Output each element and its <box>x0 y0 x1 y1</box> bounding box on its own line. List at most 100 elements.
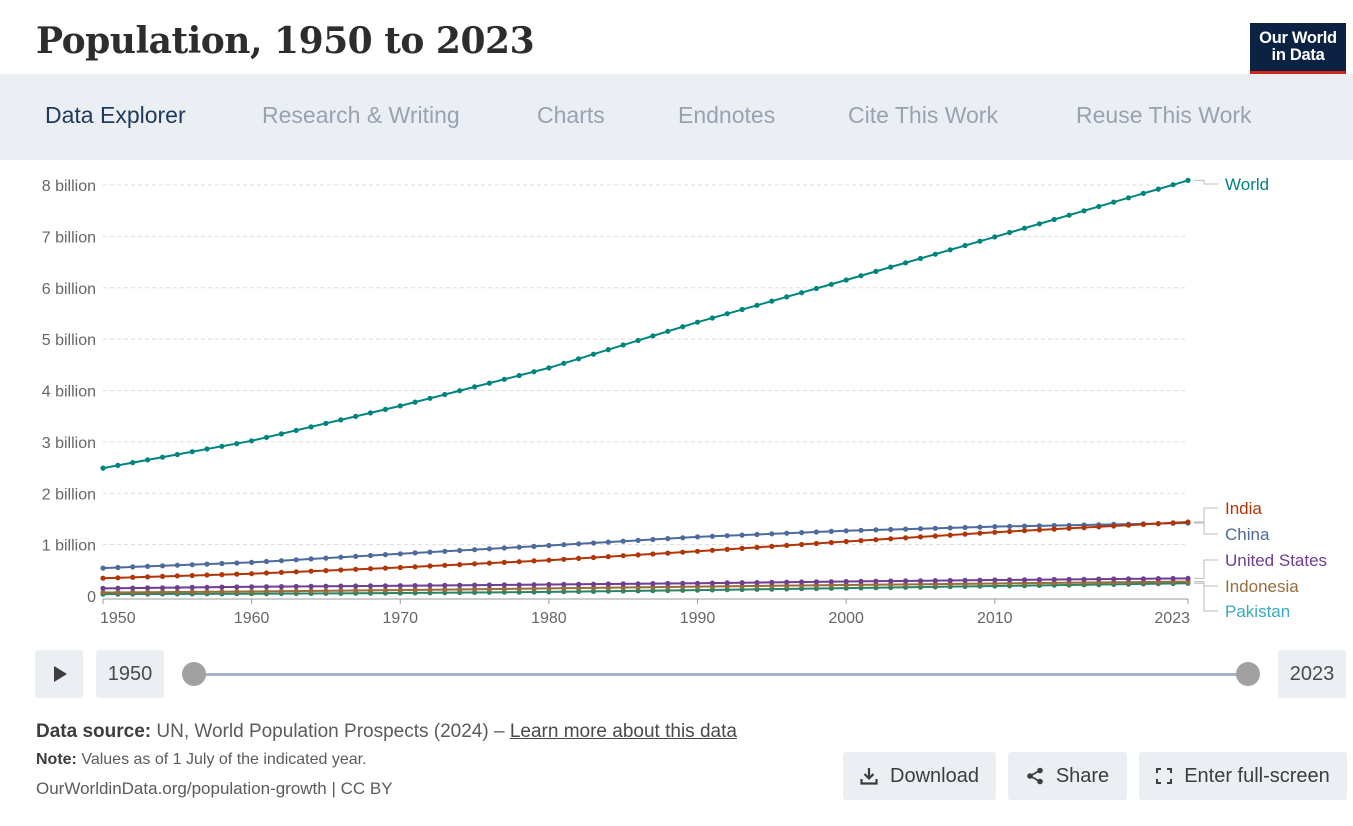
data-point <box>323 555 329 561</box>
x-tick-label: 2023 <box>1154 610 1190 627</box>
y-tick-label: 0 <box>87 589 96 606</box>
data-point <box>665 328 671 334</box>
tab-data-explorer[interactable]: Data Explorer <box>45 102 186 128</box>
data-point <box>709 547 716 553</box>
data-point <box>263 570 270 576</box>
data-point <box>457 547 463 554</box>
data-point <box>130 574 136 580</box>
data-point <box>977 524 983 530</box>
data-point <box>308 556 314 562</box>
data-point <box>932 251 938 257</box>
data-point <box>992 524 998 530</box>
data-point <box>531 543 537 549</box>
data-point <box>680 580 686 586</box>
tab-cite-this-work[interactable]: Cite This Work <box>848 102 998 128</box>
data-point <box>1155 521 1161 527</box>
timeline-end-handle[interactable] <box>1236 662 1260 686</box>
data-point <box>308 424 314 430</box>
data-point <box>784 542 790 548</box>
data-point <box>903 535 909 541</box>
data-point <box>1140 576 1146 582</box>
data-point <box>977 577 983 583</box>
data-point <box>174 585 180 591</box>
x-tick-label: 1960 <box>234 610 270 627</box>
x-tick-label: 2010 <box>977 610 1013 627</box>
data-point <box>472 384 478 390</box>
data-point <box>174 573 180 579</box>
data-point <box>888 264 894 270</box>
share-button[interactable]: Share <box>1008 752 1127 800</box>
data-point <box>219 560 225 567</box>
data-point <box>353 413 359 419</box>
data-point <box>903 260 909 266</box>
data-source-label: Data source: <box>36 721 152 742</box>
data-point <box>828 579 834 585</box>
data-point <box>799 579 805 585</box>
data-point <box>724 580 730 586</box>
download-label: Download <box>890 764 979 787</box>
tab-research-writing[interactable]: Research & Writing <box>262 102 460 128</box>
data-point <box>932 533 938 539</box>
data-point <box>130 564 136 570</box>
download-button[interactable]: Download <box>843 752 996 800</box>
source-url[interactable]: OurWorldinData.org/population-growth | C… <box>36 779 393 798</box>
data-point <box>590 554 597 561</box>
data-point <box>367 566 374 572</box>
data-point <box>1036 577 1042 583</box>
data-point <box>367 587 374 593</box>
data-point <box>278 569 284 575</box>
data-point <box>100 585 106 591</box>
data-point <box>145 563 151 569</box>
data-point <box>1096 524 1102 530</box>
data-point <box>516 559 522 565</box>
data-point <box>1007 523 1013 529</box>
data-point <box>680 535 686 541</box>
learn-more-link[interactable]: Learn more about this data <box>509 721 737 742</box>
data-point <box>442 562 448 568</box>
data-point <box>962 524 968 531</box>
legend-connector <box>1194 582 1218 612</box>
owid-logo[interactable]: Our World in Data <box>1250 23 1346 74</box>
data-point <box>323 588 329 594</box>
data-point <box>323 583 329 589</box>
data-point <box>189 584 195 590</box>
data-point <box>665 550 671 556</box>
tab-endnotes[interactable]: Endnotes <box>678 102 776 128</box>
data-point <box>962 577 968 583</box>
data-point <box>561 585 567 591</box>
data-point <box>263 584 270 590</box>
legend-label-united-states: United States <box>1225 551 1327 570</box>
data-point <box>739 580 745 586</box>
data-point <box>620 584 626 591</box>
data-point <box>338 554 344 560</box>
note: Note: Values as of 1 July of the indicat… <box>36 746 836 774</box>
data-point <box>784 579 790 585</box>
data-point <box>234 441 240 447</box>
data-point <box>427 587 433 593</box>
data-point <box>427 395 433 401</box>
data-point <box>650 333 656 339</box>
x-tick-label: 1970 <box>382 610 418 627</box>
tab-reuse-this-work[interactable]: Reuse This Work <box>1076 102 1252 128</box>
data-point <box>843 538 849 545</box>
data-point <box>367 552 374 559</box>
data-point <box>427 563 433 569</box>
data-point <box>189 589 195 595</box>
play-button[interactable] <box>35 650 83 698</box>
data-point <box>159 585 166 591</box>
timeline-slider-track[interactable] <box>194 673 1248 676</box>
tab-charts[interactable]: Charts <box>537 102 605 128</box>
data-point <box>531 558 537 564</box>
timeline-start-handle[interactable] <box>182 662 206 686</box>
data-point <box>249 588 255 595</box>
y-tick-label: 5 billion <box>42 332 96 349</box>
fullscreen-button[interactable]: Enter full-screen <box>1139 752 1347 800</box>
data-point <box>947 247 953 253</box>
tab-bar: Data Explorer Research & Writing Charts … <box>0 74 1353 160</box>
data-point <box>754 580 760 586</box>
data-point <box>1021 577 1028 583</box>
data-point <box>858 578 864 584</box>
data-point <box>888 536 894 542</box>
y-tick-label: 8 billion <box>42 178 96 195</box>
data-point <box>843 528 849 534</box>
